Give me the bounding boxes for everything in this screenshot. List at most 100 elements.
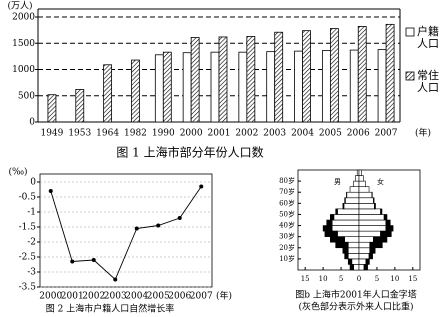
y-tick-label: -3 bbox=[27, 268, 36, 278]
y-tick-label: -2 bbox=[27, 238, 36, 248]
x-tick-label: 2004 bbox=[125, 292, 148, 302]
bar bbox=[374, 203, 376, 210]
x-tick-label: 2001 bbox=[61, 292, 84, 302]
bar bbox=[329, 28, 339, 123]
bar bbox=[342, 247, 349, 254]
y-axis-label: (万人) bbox=[7, 1, 32, 12]
bar bbox=[358, 253, 370, 260]
x-tick-label: 2007 bbox=[190, 292, 213, 302]
x-tick-label: 2005 bbox=[147, 292, 170, 302]
bar bbox=[302, 30, 311, 123]
bar bbox=[358, 197, 374, 204]
x-tick-label: 2000 bbox=[180, 129, 203, 139]
y-tick-label: -1.5 bbox=[19, 223, 37, 233]
x-tick-label: 1949 bbox=[40, 129, 63, 139]
x-tick-label: 15 bbox=[408, 275, 417, 283]
x-tick-label: 2004 bbox=[291, 129, 314, 139]
chart-title: 图 2 上海市户籍人口自然增长率 bbox=[46, 303, 174, 315]
bar bbox=[358, 219, 387, 226]
bar bbox=[344, 253, 349, 260]
bar bbox=[358, 203, 375, 210]
y-tick-label: 1500 bbox=[12, 39, 35, 49]
x-tick-label: 2003 bbox=[104, 292, 127, 302]
y-tick-label: 20岁 bbox=[279, 243, 295, 252]
x-tick-label: 1982 bbox=[124, 129, 147, 139]
bar bbox=[385, 225, 394, 232]
bar bbox=[358, 214, 385, 221]
bar bbox=[358, 208, 381, 215]
bar bbox=[337, 208, 360, 215]
bar bbox=[373, 197, 375, 204]
bar bbox=[369, 241, 383, 249]
x-tick-label: 5 bbox=[375, 275, 379, 283]
bar bbox=[358, 258, 367, 265]
x-axis-label: (年) bbox=[216, 290, 232, 302]
bar bbox=[358, 230, 381, 237]
bar bbox=[345, 197, 360, 204]
y-tick-label: -3.5 bbox=[19, 283, 37, 293]
point bbox=[177, 216, 182, 220]
bar bbox=[385, 219, 391, 226]
bar bbox=[351, 258, 360, 265]
bar bbox=[331, 225, 360, 232]
bar bbox=[342, 203, 345, 210]
y-tick-label: 0 bbox=[30, 178, 36, 188]
bar bbox=[335, 241, 349, 249]
annotation: 男 bbox=[334, 178, 341, 186]
bar bbox=[347, 247, 360, 254]
y-axis-label: (‰) bbox=[8, 167, 27, 178]
bar bbox=[349, 186, 360, 193]
point bbox=[156, 223, 161, 228]
bar bbox=[358, 264, 365, 271]
y-tick-label: 1000 bbox=[12, 65, 35, 75]
bar bbox=[329, 236, 345, 243]
bar bbox=[358, 241, 371, 249]
bar bbox=[383, 214, 388, 221]
bar bbox=[266, 51, 276, 123]
y-tick-label: -0.5 bbox=[19, 193, 37, 203]
bar bbox=[349, 49, 359, 123]
bar bbox=[331, 219, 360, 226]
bar bbox=[377, 49, 387, 123]
y-tick-label: -1 bbox=[27, 208, 36, 218]
bar bbox=[344, 236, 360, 243]
bar bbox=[190, 37, 200, 123]
bar bbox=[182, 52, 192, 123]
point bbox=[91, 258, 96, 262]
x-tick-label: 2006 bbox=[347, 129, 370, 139]
legend-swatch bbox=[405, 71, 415, 81]
y-tick-label: 70岁 bbox=[279, 187, 295, 196]
bar bbox=[349, 264, 354, 271]
bar bbox=[357, 26, 367, 123]
x-tick-label: 10 bbox=[319, 275, 328, 283]
bar bbox=[343, 203, 360, 210]
bar bbox=[358, 186, 370, 193]
line bbox=[50, 186, 202, 281]
bar bbox=[355, 175, 360, 182]
y-tick-label: 10岁 bbox=[279, 254, 295, 263]
bar bbox=[337, 230, 360, 237]
bar bbox=[238, 51, 248, 123]
bar bbox=[154, 54, 164, 123]
x-tick-label: 5 bbox=[339, 275, 343, 283]
point bbox=[70, 259, 75, 264]
bar bbox=[162, 51, 172, 123]
x-tick-label: 1953 bbox=[68, 129, 91, 139]
y-tick-label: 60岁 bbox=[279, 198, 295, 207]
bar bbox=[368, 253, 373, 260]
y-tick-label: 40岁 bbox=[279, 221, 295, 230]
chart-subtitle: (灰色部分表示外来人口比重) bbox=[298, 301, 413, 313]
x-tick-label: 1964 bbox=[96, 129, 119, 139]
bar bbox=[347, 258, 353, 265]
bar bbox=[274, 31, 284, 123]
bar bbox=[210, 51, 220, 123]
bar bbox=[358, 175, 364, 182]
point bbox=[113, 277, 118, 282]
y-tick-label: 2000 bbox=[12, 13, 35, 23]
bar bbox=[358, 169, 362, 176]
plot-frame bbox=[39, 173, 213, 288]
bar bbox=[363, 264, 368, 271]
x-tick-label: 2003 bbox=[263, 129, 286, 139]
